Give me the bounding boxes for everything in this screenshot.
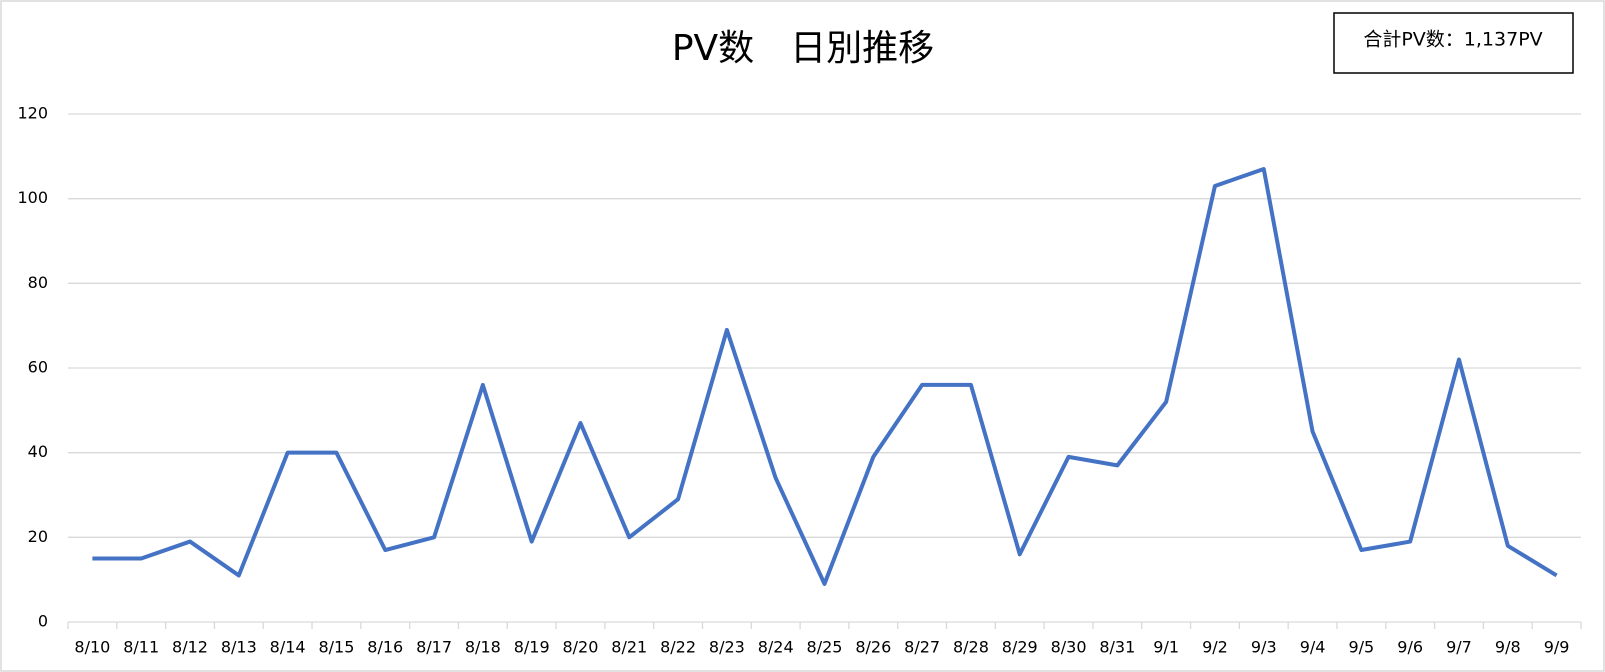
x-tick-label: 8/11: [123, 638, 159, 657]
x-tick-label: 9/5: [1348, 638, 1374, 657]
x-tick-label: 8/13: [221, 638, 257, 657]
x-tick-label: 9/2: [1202, 638, 1228, 657]
line-series: [92, 167, 1558, 586]
chart-title: PV数 日別推移: [672, 28, 934, 69]
x-tick-label: 8/14: [270, 638, 306, 657]
x-tick-label: 8/28: [953, 638, 989, 657]
x-tick-label: 8/20: [562, 638, 598, 657]
x-tick-label: 8/21: [611, 638, 647, 657]
x-tick-label: 9/6: [1397, 638, 1423, 657]
y-tick-label: 60: [28, 358, 48, 377]
x-tick-label: 8/10: [74, 638, 110, 657]
y-tick-label: 120: [17, 104, 48, 123]
annotation: 合計PV数：1,137PV: [1363, 29, 1542, 51]
x-tick-label: 9/3: [1251, 638, 1277, 657]
y-tick-label: 100: [17, 188, 48, 207]
x-tick-label: 8/16: [367, 638, 403, 657]
x-tick-label: 8/29: [1002, 638, 1038, 657]
x-tick-label: 8/12: [172, 638, 208, 657]
x-tick-label: 9/4: [1300, 638, 1326, 657]
x-tick-label: 8/24: [758, 638, 794, 657]
x-tick-label: 9/9: [1544, 638, 1570, 657]
x-tick-label: 9/7: [1446, 638, 1472, 657]
x-tick-label: 8/30: [1051, 638, 1087, 657]
x-tick-label: 9/1: [1153, 638, 1179, 657]
x-tick-label: 8/23: [709, 638, 745, 657]
y-tick-label: 80: [28, 273, 48, 292]
x-tick-label: 8/25: [807, 638, 843, 657]
x-tick-label: 8/19: [514, 638, 550, 657]
x-tick-label: 8/18: [465, 638, 501, 657]
y-tick-label: 40: [28, 442, 48, 461]
x-tick-label: 9/8: [1495, 638, 1521, 657]
y-tick-label: 0: [38, 612, 48, 631]
x-tick-label: 8/15: [318, 638, 354, 657]
x-tick-label: 8/22: [660, 638, 696, 657]
x-tick-label: 8/27: [904, 638, 940, 657]
x-tick-label: 8/26: [855, 638, 891, 657]
y-tick-label: 20: [28, 527, 48, 546]
x-tick-label: 8/17: [416, 638, 452, 657]
x-tick-label: 8/31: [1099, 638, 1135, 657]
annotation-box: [1333, 12, 1574, 74]
